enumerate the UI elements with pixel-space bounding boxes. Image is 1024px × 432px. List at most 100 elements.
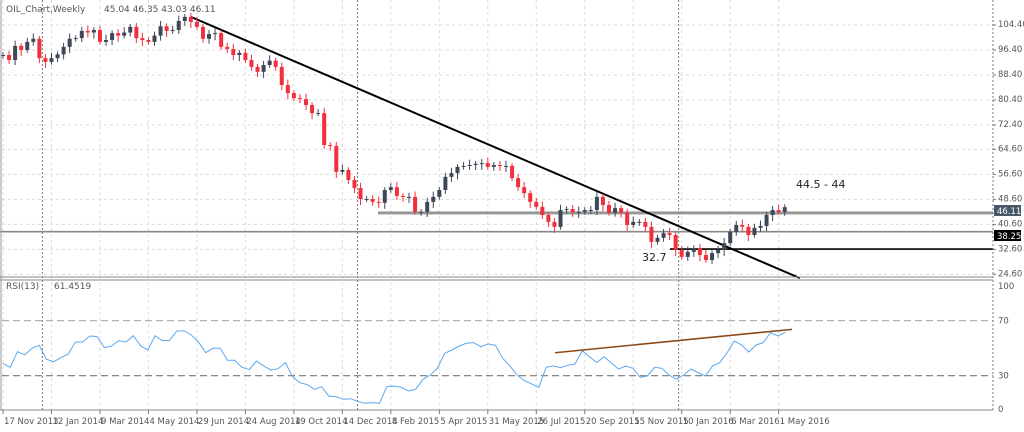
candle-body — [625, 212, 630, 225]
rsi-tick-label: 70 — [998, 317, 1009, 327]
candle — [73, 35, 78, 42]
candle-body — [19, 45, 24, 50]
candle — [267, 55, 272, 68]
candle — [619, 205, 624, 218]
candle-body — [661, 233, 666, 238]
candle-body — [67, 38, 72, 47]
rsi-trendline — [554, 328, 793, 354]
candle — [213, 27, 218, 41]
price-tick-label: 56.60 — [998, 169, 1022, 179]
candle — [182, 14, 187, 26]
candle-body — [43, 58, 48, 62]
candle — [225, 42, 230, 53]
candle — [188, 12, 193, 28]
candle-body — [510, 165, 515, 179]
candle — [122, 27, 127, 39]
candle-body — [388, 187, 393, 190]
candle-body — [334, 145, 339, 172]
candle — [243, 48, 248, 63]
resistance-annotation: 44.5 - 44 — [796, 178, 845, 191]
candle — [79, 26, 84, 43]
candle-body — [582, 210, 587, 212]
candle — [552, 217, 557, 233]
candle-body — [188, 16, 193, 22]
candle-body — [213, 33, 218, 35]
candle — [631, 216, 636, 228]
candle — [691, 245, 696, 257]
candle-body — [170, 30, 175, 31]
candle-body — [1, 55, 5, 56]
candle — [407, 192, 412, 203]
candle — [140, 32, 145, 47]
candle-body — [91, 30, 96, 33]
candle-body — [655, 237, 660, 242]
candle — [637, 219, 642, 226]
candle-body — [431, 196, 436, 202]
rsi-pane — [2, 320, 993, 404]
candle — [13, 40, 18, 65]
candle-body — [722, 243, 727, 250]
candle — [413, 191, 418, 215]
candle-body — [158, 26, 163, 36]
current-price-label: 46.11 — [997, 207, 1021, 217]
candle-body — [558, 210, 563, 227]
candle — [437, 187, 442, 200]
candle-body — [758, 225, 763, 228]
candle — [522, 181, 527, 199]
candle-body — [425, 201, 430, 212]
candle-body — [352, 180, 357, 189]
candle — [534, 197, 539, 210]
candle — [570, 205, 575, 217]
candle-body — [249, 60, 254, 67]
candle-body — [128, 26, 133, 33]
candle — [782, 204, 787, 216]
candle-body — [697, 248, 702, 255]
candle-body — [279, 66, 284, 85]
candle-body — [637, 221, 642, 223]
rsi-tick-label: 0 — [998, 405, 1003, 415]
candle-body — [607, 205, 611, 213]
rsi-tick-label: 100 — [998, 282, 1014, 292]
candle-body — [55, 54, 60, 59]
date-tick-label: 6 Mar 2016 — [731, 417, 779, 427]
candle — [449, 167, 454, 182]
candle-body — [588, 210, 593, 211]
candle-body — [400, 195, 405, 197]
chart-symbol: OIL_Chart,Weekly — [6, 5, 86, 15]
candle-body — [7, 55, 12, 60]
candle — [316, 109, 321, 116]
date-tick-label: 26 Jul 2015 — [537, 417, 585, 427]
candle-body — [485, 163, 490, 167]
candle — [661, 229, 666, 242]
candle — [376, 196, 381, 208]
candle — [425, 197, 430, 217]
candle-body — [691, 248, 696, 252]
candle — [273, 57, 278, 71]
candle — [564, 206, 569, 214]
candle — [352, 175, 357, 194]
candle — [752, 223, 757, 238]
candle-body — [152, 35, 157, 42]
candle — [146, 37, 151, 45]
candle — [25, 37, 30, 53]
candle-body — [776, 210, 781, 212]
candle-body — [116, 33, 121, 36]
candle — [291, 90, 296, 101]
candle — [249, 54, 254, 71]
candle-body — [261, 65, 266, 72]
candle — [85, 25, 90, 38]
candle — [358, 182, 363, 206]
date-tick-label: 8 Feb 2015 — [392, 417, 440, 427]
candle — [207, 30, 212, 44]
candle — [194, 16, 199, 30]
candle-body — [546, 215, 551, 222]
candle — [322, 107, 327, 149]
price-tick-label: 32.60 — [998, 244, 1022, 254]
date-tick-label: 4 May 2014 — [149, 417, 199, 427]
candle — [758, 220, 763, 232]
candle — [467, 159, 472, 170]
candle — [655, 235, 660, 245]
candle-body — [437, 190, 442, 197]
candle-body — [752, 227, 757, 235]
